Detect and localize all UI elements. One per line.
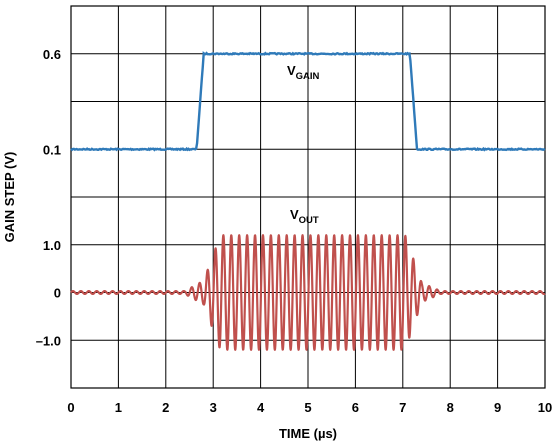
series-label-vout: VOUT	[290, 207, 319, 226]
series-layer	[70, 51, 546, 351]
series-label-vout-sub: OUT	[299, 215, 319, 226]
x-tick-label: 6	[352, 400, 359, 415]
y-tick-label: 0	[54, 286, 61, 301]
x-tick-label: 2	[162, 400, 169, 415]
x-axis-title: TIME (µs)	[279, 426, 337, 441]
y-tick-label: 0.1	[43, 142, 61, 157]
y-tick-label: 1.0	[43, 238, 61, 253]
x-tick-label: 3	[210, 400, 217, 415]
series-vgain-line	[70, 51, 546, 152]
y-tick-labels: 0.6 0.1 1.0 0 –1.0	[36, 47, 61, 349]
x-tick-label: 4	[257, 400, 265, 415]
series-label-vgain-sub: GAIN	[296, 71, 320, 82]
x-tick-label: 10	[538, 400, 552, 415]
plot-frame	[70, 5, 546, 389]
series-vout-line	[70, 234, 546, 351]
series-label-vgain: VGAIN	[287, 63, 320, 82]
y-tick-label: –1.0	[36, 333, 61, 348]
x-tick-label: 5	[304, 400, 311, 415]
x-tick-labels: 0 1 2 3 4 5 6 7 8 9 10	[67, 400, 552, 415]
y-tick-label: 0.6	[43, 47, 61, 62]
series-label-vgain-main: V	[287, 63, 296, 78]
x-tick-label: 9	[494, 400, 501, 415]
y-axis-title: GAIN STEP (V)	[2, 152, 17, 243]
x-tick-label: 8	[447, 400, 454, 415]
x-tick-label: 0	[67, 400, 74, 415]
series-label-vout-main: V	[290, 207, 299, 222]
x-tick-label: 1	[115, 400, 122, 415]
x-tick-label: 7	[399, 400, 406, 415]
